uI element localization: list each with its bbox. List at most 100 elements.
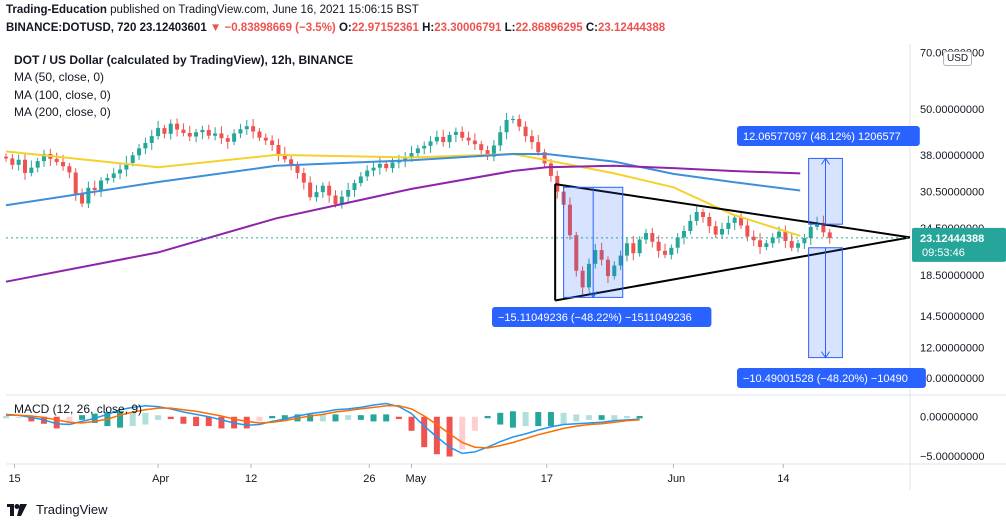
candle-body	[377, 163, 382, 168]
macd-histogram-bar	[585, 415, 592, 420]
candle-body	[124, 162, 129, 170]
currency-badge[interactable]: USD	[943, 51, 973, 66]
low-value: 22.86896295	[515, 22, 583, 34]
publish-info: Trading-Education published on TradingVi…	[6, 4, 419, 16]
symbol-label: BINANCE:DOTUSD, 720	[6, 22, 137, 34]
candle-body	[415, 148, 420, 154]
candle-body	[802, 238, 807, 244]
macd-histogram-bar	[383, 414, 390, 422]
macd-histogram-bar	[155, 415, 162, 420]
candle-body	[156, 128, 161, 137]
candle-body	[327, 185, 332, 196]
candle-body	[498, 132, 503, 146]
macd-histogram-bar	[345, 415, 352, 420]
macd-histogram-bar	[142, 412, 149, 425]
publish-date: published on TradingView.com, June 16, 2…	[106, 4, 419, 16]
candle-body	[23, 159, 28, 173]
candle-body	[682, 230, 686, 238]
candle-body	[92, 187, 97, 190]
candle-body	[808, 226, 813, 239]
candle-body	[54, 158, 59, 163]
last-price-value: 23.12444388	[920, 233, 984, 245]
candle-body	[460, 131, 465, 138]
macd-histogram-bar	[307, 414, 314, 422]
candle-body	[149, 136, 154, 143]
candle-body	[783, 231, 788, 241]
macd-signal-line	[6, 405, 640, 449]
candle-body	[574, 235, 579, 271]
candle-body	[707, 217, 712, 227]
macd-tick-label: −5.00000000	[920, 451, 985, 463]
candle-body	[238, 129, 243, 134]
macd-histogram-bar	[79, 415, 86, 420]
measure-target-up-label-bg	[737, 126, 920, 146]
macd-line	[5, 402, 640, 455]
macd-histogram-bar	[509, 411, 516, 428]
last-price-badge	[912, 227, 1006, 262]
candle-body	[751, 236, 756, 241]
candle-body	[358, 176, 363, 184]
candle-body	[295, 165, 300, 173]
candle-body	[485, 150, 490, 157]
candle-body	[688, 220, 693, 231]
candle-body	[10, 158, 15, 165]
candle-body	[428, 141, 433, 146]
tradingview-logo[interactable]: TradingView	[6, 502, 108, 517]
macd-histogram-bar	[243, 416, 250, 429]
legend-ma200[interactable]: MA (200, close, 0)	[14, 105, 111, 119]
macd-histogram-bar	[471, 416, 478, 431]
macd-histogram-bar	[421, 416, 428, 448]
macd-histogram-bar	[370, 414, 377, 422]
macd-histogram-bar	[53, 416, 60, 429]
measure-drop-arrowhead	[588, 291, 598, 299]
candle-body	[758, 240, 763, 247]
macd-histogram-bar	[547, 412, 554, 427]
legend-macd[interactable]: MACD (12, 26, close, 9)	[14, 402, 143, 416]
candle-body	[466, 137, 471, 141]
high-label: H:	[422, 22, 435, 34]
time-tick-label: Apr	[152, 473, 169, 485]
candle-body	[143, 142, 148, 149]
candle-body	[333, 195, 338, 205]
candle-body	[720, 228, 725, 235]
candle-body	[16, 159, 21, 165]
macd-histogram-bar	[573, 414, 580, 422]
legend-ma100[interactable]: MA (100, close, 0)	[14, 88, 111, 102]
candle-body	[61, 162, 66, 167]
price-change: ▼ −0.83898669 (−3.5%)	[209, 22, 336, 34]
candle-body	[270, 140, 275, 146]
macd-histogram-bar	[167, 416, 174, 420]
candle-body	[796, 243, 801, 248]
time-tick-label: 17	[541, 473, 553, 485]
macd-histogram-bar	[395, 416, 402, 420]
macd-histogram-bar	[205, 416, 212, 427]
close-label: C:	[585, 22, 598, 34]
candle-body	[168, 123, 173, 134]
candle-body	[447, 134, 452, 143]
candle-body	[815, 222, 820, 227]
candle-body	[580, 270, 585, 288]
candle-body	[194, 132, 199, 137]
candle-body	[200, 129, 205, 133]
price-tick-label: 38.00000000	[920, 150, 984, 162]
candle-body	[694, 211, 699, 221]
legend-ma50[interactable]: MA (50, close, 0)	[14, 70, 105, 84]
candle-body	[739, 217, 744, 226]
author-name[interactable]: Trading-Education	[6, 4, 107, 16]
candle-body	[42, 153, 47, 162]
candle-body	[536, 142, 541, 153]
price-tick-label: 14.50000000	[920, 311, 984, 323]
macd-histogram-bar	[3, 415, 9, 419]
candle-body	[618, 255, 623, 266]
candle-body	[282, 153, 287, 160]
candle-body	[73, 172, 78, 194]
ma50-line	[5, 150, 801, 237]
candle-body	[263, 137, 268, 141]
price-tick-label: 18.50000000	[920, 270, 984, 282]
candle-body	[567, 204, 572, 236]
macd-histogram-bar	[484, 415, 491, 419]
measure-drop-label-bg	[492, 307, 712, 327]
measure-drop-label: −15.11049236 (−48.22%) −1511049236	[498, 312, 692, 324]
time-tick-label: 14	[777, 473, 789, 485]
